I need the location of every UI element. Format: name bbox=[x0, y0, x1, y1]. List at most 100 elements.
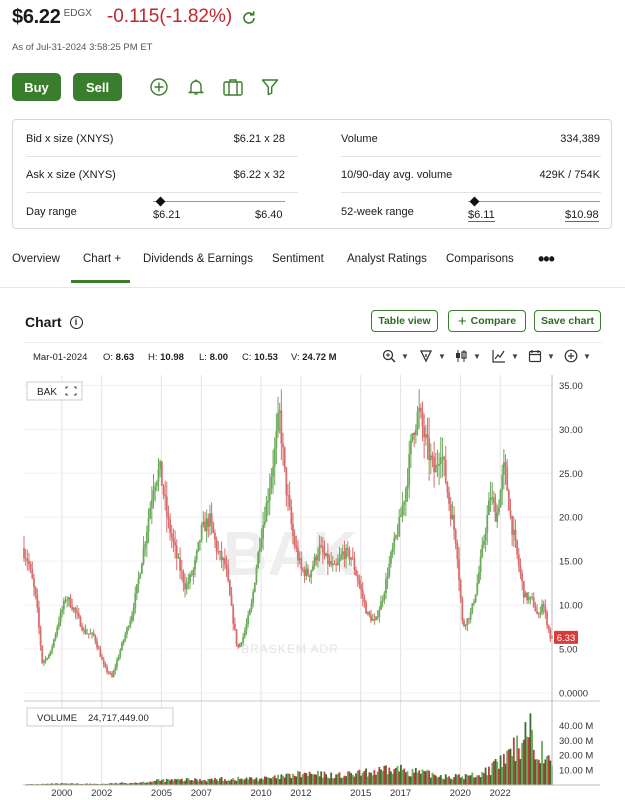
candle-body bbox=[190, 574, 193, 576]
candle-body bbox=[109, 673, 112, 675]
chevron-down-icon: ▼ bbox=[438, 351, 446, 361]
y-tick-label: 30.00 bbox=[559, 425, 583, 436]
volume-bar bbox=[409, 776, 412, 785]
volume-bar bbox=[214, 778, 216, 785]
candle-body bbox=[522, 581, 525, 598]
tab-dividends-earnings[interactable]: Dividends & Earnings bbox=[143, 253, 253, 265]
filter-icon[interactable] bbox=[259, 76, 281, 98]
volume-bar bbox=[57, 783, 60, 785]
candle-body bbox=[67, 597, 70, 600]
expand-icon[interactable] bbox=[65, 386, 77, 396]
volume-bar bbox=[484, 767, 487, 785]
volume-bar bbox=[363, 770, 366, 785]
candle-body bbox=[77, 613, 80, 617]
divider bbox=[26, 156, 298, 157]
save-chart-button[interactable]: Save chart bbox=[534, 310, 601, 332]
volume-bar bbox=[51, 783, 54, 785]
candle-body bbox=[436, 465, 439, 467]
candle-body bbox=[233, 623, 236, 630]
candle-body bbox=[302, 568, 304, 571]
x-tick-label: 2020 bbox=[450, 788, 471, 799]
avg-volume-value: 429K / 754K bbox=[539, 169, 600, 181]
price-chart[interactable]: BAK BRASKEM ADR 35.00 30.00 25.00 20.00 15.0… bbox=[0, 375, 625, 800]
ohlc-volume: V: 24.72 M bbox=[291, 352, 337, 363]
volume-bar bbox=[511, 756, 514, 785]
candle-body bbox=[542, 604, 545, 607]
volume-bar bbox=[137, 783, 140, 785]
candle-body bbox=[341, 551, 344, 555]
candle-body bbox=[524, 592, 527, 598]
candle-body bbox=[200, 524, 203, 540]
tab-analyst-ratings[interactable]: Analyst Ratings bbox=[347, 253, 427, 265]
volume-bar bbox=[479, 777, 482, 785]
volume-bar bbox=[547, 755, 550, 785]
info-icon[interactable]: i bbox=[69, 315, 83, 329]
volume-bar bbox=[441, 778, 444, 785]
quote-tabs: Overview Chart + Dividends & Earnings Se… bbox=[0, 245, 625, 285]
volume-bar bbox=[205, 781, 208, 785]
candle-body bbox=[383, 593, 386, 601]
compare-button[interactable]: + Compare bbox=[448, 310, 526, 332]
indicators-tool[interactable]: ▼ bbox=[492, 349, 519, 363]
volume-bar bbox=[207, 778, 210, 785]
candle-body bbox=[494, 502, 497, 522]
volume-bar bbox=[491, 762, 494, 785]
bid-label: Bid x size (XNYS) bbox=[26, 133, 114, 145]
week52-range-label: 52-week range bbox=[341, 206, 414, 218]
x-tick-label: 2022 bbox=[490, 788, 511, 799]
table-view-button[interactable]: Table view bbox=[371, 310, 438, 332]
volume-bar bbox=[502, 753, 505, 785]
volume-bar bbox=[365, 768, 367, 785]
briefcase-icon[interactable] bbox=[222, 76, 244, 98]
candle-body bbox=[252, 591, 255, 604]
price-change: -0.115(-1.82%) bbox=[106, 6, 233, 27]
candle-body bbox=[89, 633, 92, 635]
candle-body bbox=[184, 582, 186, 590]
add-tool[interactable]: ▼ bbox=[564, 349, 591, 363]
draw-tool[interactable]: ▼ bbox=[419, 349, 446, 363]
candle-body bbox=[316, 555, 319, 561]
chart-heading: Chart bbox=[25, 314, 62, 330]
zoom-tool[interactable]: ▼ bbox=[382, 349, 409, 363]
volume-bar bbox=[302, 774, 304, 785]
tab-sentiment[interactable]: Sentiment bbox=[272, 253, 324, 265]
volume-bar bbox=[371, 775, 374, 785]
zoom-icon bbox=[382, 349, 396, 363]
candle-body bbox=[305, 568, 308, 576]
day-range-label: Day range bbox=[26, 206, 77, 218]
tab-comparisons[interactable]: Comparisons bbox=[446, 253, 514, 265]
volume-bar bbox=[277, 774, 279, 785]
volume-bar bbox=[152, 780, 155, 785]
tab-chart[interactable]: Chart + bbox=[83, 253, 122, 265]
volume-bar bbox=[391, 773, 394, 785]
symbol-tag-text: BAK bbox=[37, 387, 57, 398]
volume-bar bbox=[187, 778, 190, 785]
chart-type-tool[interactable]: ▼ bbox=[454, 349, 481, 363]
refresh-icon[interactable] bbox=[240, 9, 258, 27]
candle-body bbox=[260, 538, 263, 549]
ohlc-low: L: 8.00 bbox=[199, 352, 228, 363]
tab-overview[interactable]: Overview bbox=[12, 253, 60, 265]
volume-bar bbox=[464, 774, 467, 785]
symbol-tag[interactable]: BAK bbox=[26, 381, 83, 401]
more-tabs-icon[interactable]: ••• bbox=[538, 249, 555, 269]
volume-bar bbox=[121, 782, 123, 785]
volume-bar bbox=[283, 777, 286, 785]
volume-bar bbox=[119, 782, 122, 785]
volume-bar bbox=[41, 783, 44, 785]
candle-body bbox=[202, 521, 205, 525]
buy-button[interactable]: Buy bbox=[12, 73, 61, 101]
sell-button[interactable]: Sell bbox=[73, 73, 122, 101]
date-range-tool[interactable]: ▼ bbox=[528, 349, 555, 363]
candle-body bbox=[433, 457, 436, 473]
volume-bar bbox=[497, 768, 500, 785]
candle-body bbox=[323, 552, 326, 556]
candle-body bbox=[549, 629, 552, 639]
volume-bar bbox=[333, 778, 336, 785]
day-range-low: $6.21 bbox=[153, 209, 181, 221]
volume-bar bbox=[358, 769, 361, 785]
bell-icon[interactable] bbox=[185, 76, 207, 98]
plus-circle-icon[interactable] bbox=[148, 76, 170, 98]
volume-bar bbox=[147, 782, 150, 785]
candle-body bbox=[529, 596, 532, 598]
